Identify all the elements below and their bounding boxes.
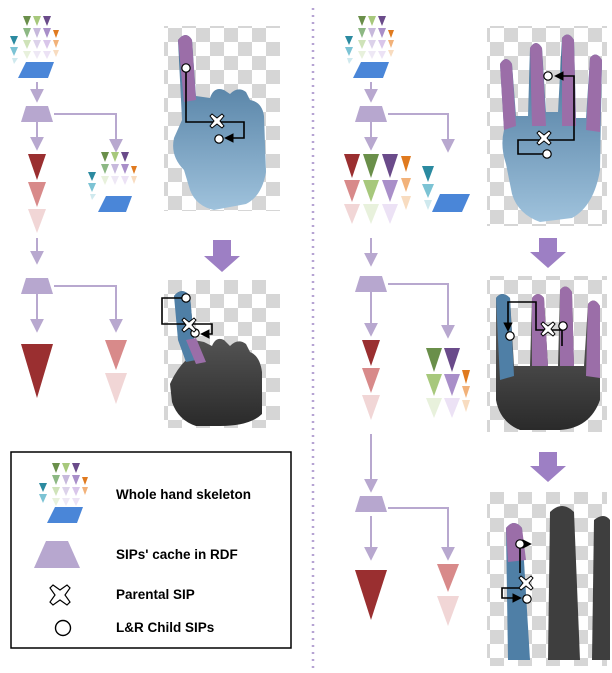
left-flow-arrows [30,82,123,333]
child-sip-chain [437,564,459,626]
skeleton-icon [10,16,59,78]
hand-depth-image-5 [487,492,610,666]
legend-label-cache: SIPs' cache in RDF [116,547,238,562]
fingers-sip-grid [344,154,411,224]
sip-cache-trapezoid [355,106,387,122]
thumb-and-palm-icon [422,166,470,212]
hand-depth-image-4 [487,276,607,432]
remaining-skeleton-icon [88,152,137,212]
legend-label-child: L&R Child SIPs [116,620,214,635]
sip-cache-trapezoid [21,278,53,294]
legend-cache-trapezoid [34,541,80,568]
finger-sip-chain-right [362,340,380,420]
progress-down-arrow [530,238,566,268]
hand-depth-image-3 [487,26,607,226]
progress-down-arrow [204,240,240,272]
sip-cache-trapezoid [355,496,387,512]
child-sip-chain [105,340,127,404]
finger-sip-chain [28,154,46,233]
remaining-fingers-grid [426,348,470,418]
parent-sip-triangle [21,344,53,398]
legend-parental-sip-icon [49,584,71,606]
sip-cache-trapezoid [21,106,53,122]
legend-label-parental: Parental SIP [116,587,195,602]
progress-down-arrow [530,452,566,482]
sip-cache-trapezoid [355,276,387,292]
legend-skeleton-icon [39,463,88,523]
legend-label-skeleton: Whole hand skeleton [116,487,251,502]
skeleton-icon-right [345,16,394,78]
hand-depth-image-1 [164,26,280,211]
parent-sip-triangle [355,570,387,620]
right-flow-arrows [364,82,455,561]
legend-child-sip-icon [54,619,72,637]
hand-depth-image-2 [161,280,280,428]
